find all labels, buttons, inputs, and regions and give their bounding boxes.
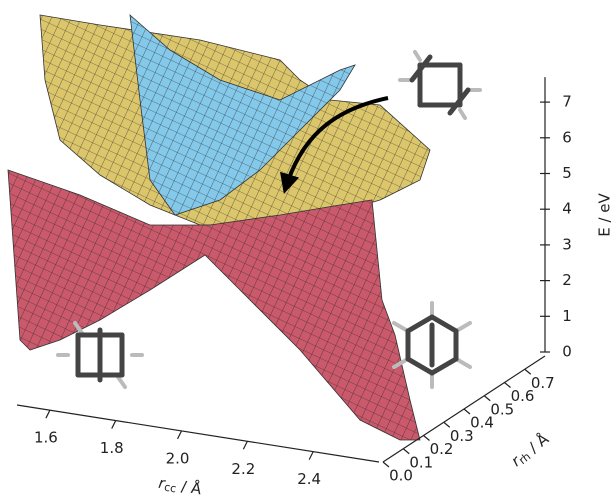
x-tick: [242, 441, 248, 450]
z-tick-label: 6: [562, 128, 572, 146]
y-tick: [463, 408, 471, 415]
x-tick-label: 2.4: [297, 470, 321, 488]
y-tick: [382, 461, 390, 468]
ylabel-label: rrh / Å: [507, 428, 554, 471]
x-tick: [177, 430, 183, 440]
arrow: [280, 96, 389, 194]
y-tick: [524, 368, 532, 375]
x-tick: [45, 409, 51, 419]
label-sub: cc: [163, 481, 177, 496]
y-tick-label: 0.2: [430, 440, 454, 458]
molecule-top: [398, 50, 482, 120]
z-label: E / eV: [596, 192, 614, 236]
z-tick-label: 7: [562, 93, 572, 111]
x-tick: [111, 420, 117, 429]
y-tick: [443, 421, 451, 428]
xlabel-label: rcc / Å: [157, 472, 204, 496]
surface-mesh: [130, 15, 355, 215]
z-tick-label: 5: [562, 164, 572, 182]
surfaces: [7, 14, 431, 441]
y-tick-label: 0.6: [511, 387, 535, 405]
z-tick-label: 4: [562, 200, 572, 218]
x-tick: [308, 451, 314, 460]
x-tick-label: 1.8: [100, 439, 124, 457]
surface-mesh: [8, 170, 420, 440]
z-tick-label: 3: [562, 235, 572, 253]
x-tick-label: 2.2: [231, 460, 255, 478]
y-tick-label: 0.7: [531, 374, 555, 392]
label-symbol: r: [157, 473, 167, 492]
z-tick-label: 1: [562, 307, 572, 325]
y-tick: [483, 395, 491, 402]
axes: 1.6 1.8 2.0 2.2 2.4 0.00.10.20.30.40.50.60.7 0…: [16, 77, 614, 496]
x-axis: [16, 404, 380, 463]
y-tick: [402, 448, 410, 455]
y-tick-label: 0.4: [470, 414, 494, 432]
y-tick: [504, 382, 511, 388]
molecule-right: [392, 301, 472, 389]
y-tick: [423, 435, 430, 441]
y-tick-label: 0.0: [389, 467, 413, 485]
y-tick-label: 0.1: [409, 453, 433, 471]
x-tick-label: 1.6: [34, 429, 58, 447]
z-tick-label: 0: [562, 343, 572, 361]
molecule-left: [56, 321, 144, 389]
x-tick-label: 2.0: [166, 449, 190, 467]
z-tick-label: 2: [562, 271, 572, 289]
y-tick-label: 0.3: [450, 427, 474, 445]
label-unit: / Å: [175, 475, 203, 496]
y-tick-label: 0.5: [490, 400, 514, 418]
